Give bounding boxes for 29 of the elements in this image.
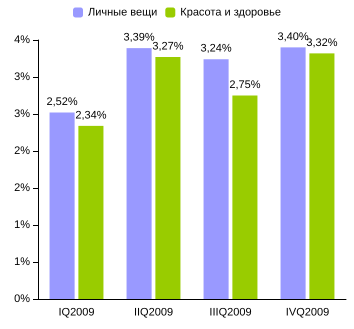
bar — [155, 57, 180, 299]
data-label: 3,40% — [277, 30, 309, 43]
bar — [309, 53, 334, 299]
data-label: 2,34% — [75, 109, 107, 122]
data-label: 3,32% — [306, 36, 338, 49]
bar — [78, 126, 104, 299]
x-tick-label: IIIQ2009 — [209, 306, 252, 318]
legend-label: Красота и здоровье — [180, 6, 281, 18]
y-tick-label: 2% — [14, 182, 30, 194]
bar — [232, 96, 258, 299]
y-tick-label: 4% — [14, 34, 30, 46]
data-label: 3,27% — [152, 40, 184, 53]
y-tick-label: 3% — [14, 108, 30, 120]
bar — [126, 48, 152, 299]
bar — [50, 112, 75, 299]
bar — [280, 47, 306, 299]
y-tick-label: 1% — [14, 256, 30, 268]
data-label: 2,52% — [46, 96, 78, 108]
x-tick-label: IVQ2009 — [286, 306, 330, 318]
y-tick-label: 0% — [14, 293, 30, 305]
y-tick-label: 2% — [14, 145, 30, 157]
y-tick-label: 3% — [14, 71, 30, 83]
y-tick-label: 1% — [14, 219, 30, 231]
data-label: 3,24% — [200, 42, 232, 55]
data-label: 2,75% — [229, 79, 261, 91]
x-tick-label: IIQ2009 — [134, 306, 174, 318]
bar — [204, 59, 229, 299]
x-tick-label: IQ2009 — [58, 306, 95, 318]
legend-label: Личные вещи — [88, 6, 158, 18]
